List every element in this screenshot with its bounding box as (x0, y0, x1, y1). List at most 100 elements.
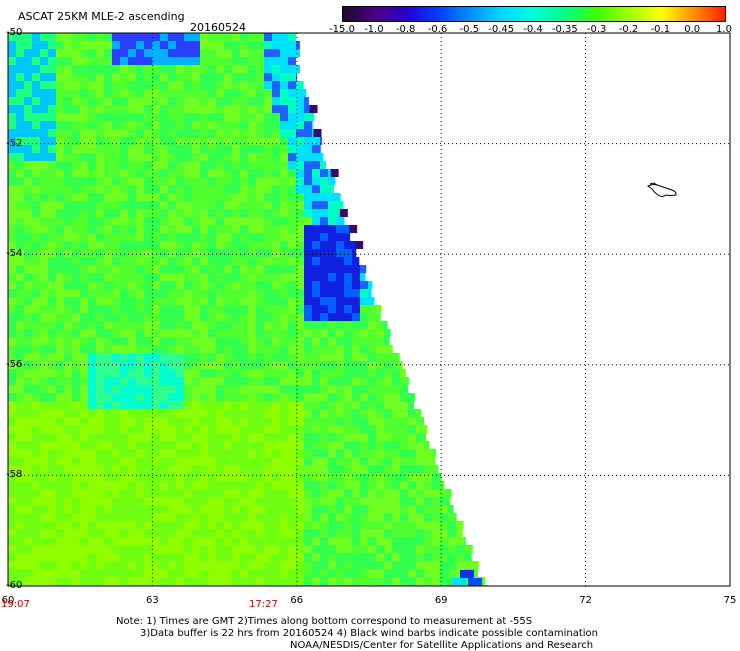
swath-cell (248, 337, 256, 345)
swath-cell (120, 329, 128, 337)
swath-cell (80, 393, 88, 401)
swath-cell (256, 73, 264, 81)
swath-cell (56, 473, 64, 481)
swath-cell (248, 561, 256, 569)
swath-cell (168, 193, 176, 201)
swath-cell (120, 265, 128, 273)
swath-cell (264, 337, 272, 345)
swath-cell (104, 409, 112, 417)
swath-cell (8, 97, 16, 105)
swath-cell (176, 481, 184, 489)
swath-cell (96, 521, 104, 529)
swath-cell (392, 513, 400, 521)
swath-cell (280, 545, 288, 553)
swath-cell (272, 369, 280, 377)
swath-cell (320, 489, 328, 497)
swath-cell (88, 489, 96, 497)
swath-cell (208, 169, 216, 177)
swath-cell (312, 489, 320, 497)
swath-cell (224, 489, 232, 497)
swath-cell (32, 257, 40, 265)
swath-cell (16, 329, 24, 337)
swath-cell (280, 521, 288, 529)
swath-cell (232, 65, 240, 73)
swath-cell (216, 73, 224, 81)
swath-cell (136, 545, 144, 553)
swath-cell (88, 209, 96, 217)
swath-cell (64, 449, 72, 457)
swath-cell (232, 265, 240, 273)
swath-cell (192, 489, 200, 497)
swath-cell (104, 521, 112, 529)
swath-cell (72, 385, 80, 393)
swath-cell (232, 497, 240, 505)
swath-cell (216, 57, 224, 65)
swath-cell (240, 201, 248, 209)
swath-cell (176, 521, 184, 529)
swath-cell (112, 265, 120, 273)
swath-cell (88, 329, 96, 337)
swath-cell (272, 41, 280, 49)
swath-cell (272, 265, 280, 273)
swath-cell (32, 145, 40, 153)
swath-cell (264, 369, 272, 377)
swath-cell (168, 145, 176, 153)
swath-cell (8, 265, 16, 273)
swath-cell (264, 217, 272, 225)
swath-cell (248, 185, 256, 193)
swath-cell (104, 249, 112, 257)
swath-cell (16, 409, 24, 417)
swath-cell (144, 441, 152, 449)
swath-cell (168, 401, 176, 409)
swath-cell (272, 377, 280, 385)
swath-cell (168, 121, 176, 129)
swath-cell (112, 257, 120, 265)
swath-cell (32, 425, 40, 433)
swath-cell (112, 465, 120, 473)
swath-cell (32, 153, 40, 161)
swath-cell (208, 433, 216, 441)
swath-cell (32, 201, 40, 209)
swath-cell (144, 345, 152, 353)
swath-cell (224, 65, 232, 73)
swath-cell (120, 313, 128, 321)
swath-cell (408, 577, 416, 585)
swath-cell (32, 241, 40, 249)
swath-cell (48, 305, 56, 313)
swath-cell (136, 217, 144, 225)
swath-cell (40, 209, 48, 217)
swath-cell (336, 457, 344, 465)
swath-cell (216, 521, 224, 529)
swath-cell (120, 129, 128, 137)
swath-cell (200, 345, 208, 353)
swath-cell (216, 65, 224, 73)
swath-cell (232, 33, 240, 41)
swath-cell (24, 521, 32, 529)
swath-cell (32, 529, 40, 537)
swath-cell (376, 553, 384, 561)
swath-cell (256, 473, 264, 481)
swath-cell (248, 89, 256, 97)
swath-cell (240, 425, 248, 433)
swath-cell (56, 537, 64, 545)
swath-cell (336, 257, 344, 265)
swath-cell (88, 249, 96, 257)
swath-cell (120, 57, 128, 65)
swath-cell (160, 57, 168, 65)
swath-cell (160, 353, 168, 361)
swath-cell (352, 369, 360, 377)
swath-cell (80, 81, 88, 89)
swath-cell (312, 553, 320, 561)
swath-cell (16, 73, 24, 81)
swath-cell (8, 377, 16, 385)
swath-cell (288, 257, 296, 265)
swath-cell (104, 177, 112, 185)
swath-cell (216, 121, 224, 129)
swath-cell (248, 545, 256, 553)
swath-cell (192, 225, 200, 233)
swath-cell (160, 73, 168, 81)
swath-cell (192, 425, 200, 433)
swath-cell (288, 169, 296, 177)
swath-cell (192, 481, 200, 489)
swath-cell (56, 521, 64, 529)
